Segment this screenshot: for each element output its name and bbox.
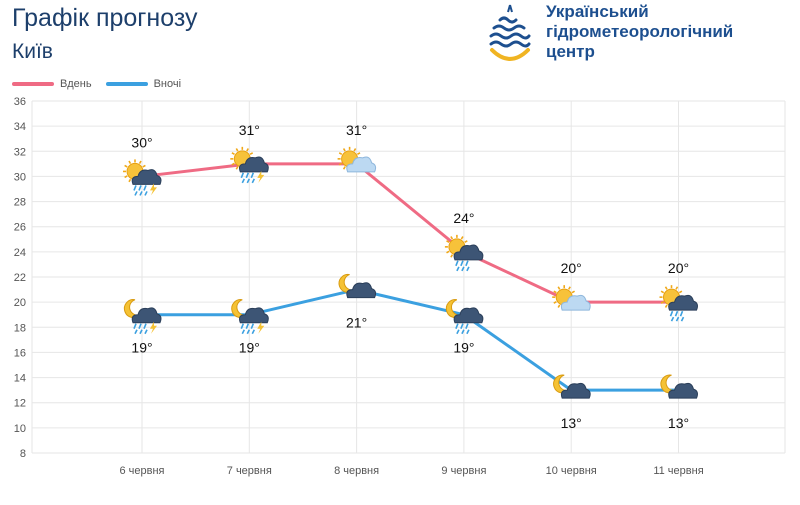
- x-tick-label: 9 червня: [441, 465, 486, 477]
- y-tick-label: 32: [14, 146, 26, 158]
- y-tick-label: 30: [14, 171, 26, 183]
- y-tick-label: 22: [14, 272, 26, 284]
- y-tick-label: 36: [14, 96, 26, 108]
- drop-logo-icon: [489, 4, 531, 61]
- night-series-line: [142, 288, 679, 392]
- night-data-label: 13°: [561, 415, 582, 431]
- day-data-label: 31°: [346, 122, 367, 138]
- night-data-label: 13°: [668, 415, 689, 431]
- y-tick-label: 20: [14, 297, 26, 309]
- y-tick-label: 10: [14, 423, 26, 435]
- moon-cloud-thunder-rain-icon: [123, 299, 162, 335]
- sun-cloud-icon: [552, 285, 591, 311]
- moon-cloud-icon: [338, 273, 377, 299]
- chart-title: Графік прогнозу: [12, 4, 198, 32]
- sun-cloud-rain-icon: [659, 285, 698, 322]
- x-tick-label: 10 червня: [546, 465, 597, 477]
- day-data-label: 20°: [668, 260, 689, 276]
- y-tick-label: 24: [14, 247, 26, 259]
- day-data-label: 31°: [239, 122, 260, 138]
- x-tick-label: 6 червня: [119, 465, 164, 477]
- sun-cloud-icon: [337, 146, 377, 173]
- y-tick-label: 8: [20, 448, 26, 460]
- sun-cloud-rain-icon: [444, 234, 484, 272]
- legend-label-night: Вночі: [153, 78, 182, 90]
- moon-cloud-icon: [553, 374, 591, 399]
- organization-logo[interactable]: Український гідрометеорологічний центр: [482, 2, 792, 66]
- y-tick-label: 26: [14, 222, 26, 234]
- x-tick-label: 7 червня: [227, 465, 272, 477]
- legend-label-day: Вдень: [60, 78, 92, 90]
- y-tick-label: 18: [14, 322, 26, 334]
- day-data-label: 20°: [561, 260, 582, 276]
- city-name: Київ: [12, 40, 53, 63]
- moon-cloud-icon: [660, 374, 698, 399]
- chart-legend: Вдень Вночі: [12, 76, 195, 92]
- legend-item-night[interactable]: Вночі: [105, 78, 182, 90]
- y-tick-label: 14: [14, 373, 26, 385]
- moon-cloud-thunder-rain-icon: [231, 299, 269, 335]
- legend-swatch-night: [105, 82, 148, 86]
- x-tick-label: 8 червня: [334, 465, 379, 477]
- night-data-label: 19°: [453, 340, 474, 356]
- y-tick-label: 34: [14, 121, 26, 133]
- legend-item-day[interactable]: Вдень: [12, 78, 92, 90]
- y-tick-label: 16: [14, 347, 26, 359]
- night-data-label: 21°: [346, 315, 367, 331]
- sun-cloud-thunder-rain-icon: [123, 159, 162, 196]
- day-data-label: 30°: [131, 134, 152, 150]
- day-series-line: [141, 162, 679, 304]
- y-tick-label: 12: [14, 398, 26, 410]
- legend-swatch-day: [12, 82, 54, 86]
- night-data-label: 19°: [131, 340, 152, 356]
- sun-cloud-thunder-rain-icon: [230, 146, 269, 184]
- organization-name: Український гідрометеорологічний центр: [546, 2, 734, 61]
- x-tick-label: 11 червня: [653, 465, 703, 477]
- y-tick-label: 28: [14, 197, 26, 209]
- night-data-label: 19°: [239, 340, 260, 356]
- day-data-label: 24°: [453, 210, 474, 226]
- moon-cloud-rain-icon: [445, 299, 484, 335]
